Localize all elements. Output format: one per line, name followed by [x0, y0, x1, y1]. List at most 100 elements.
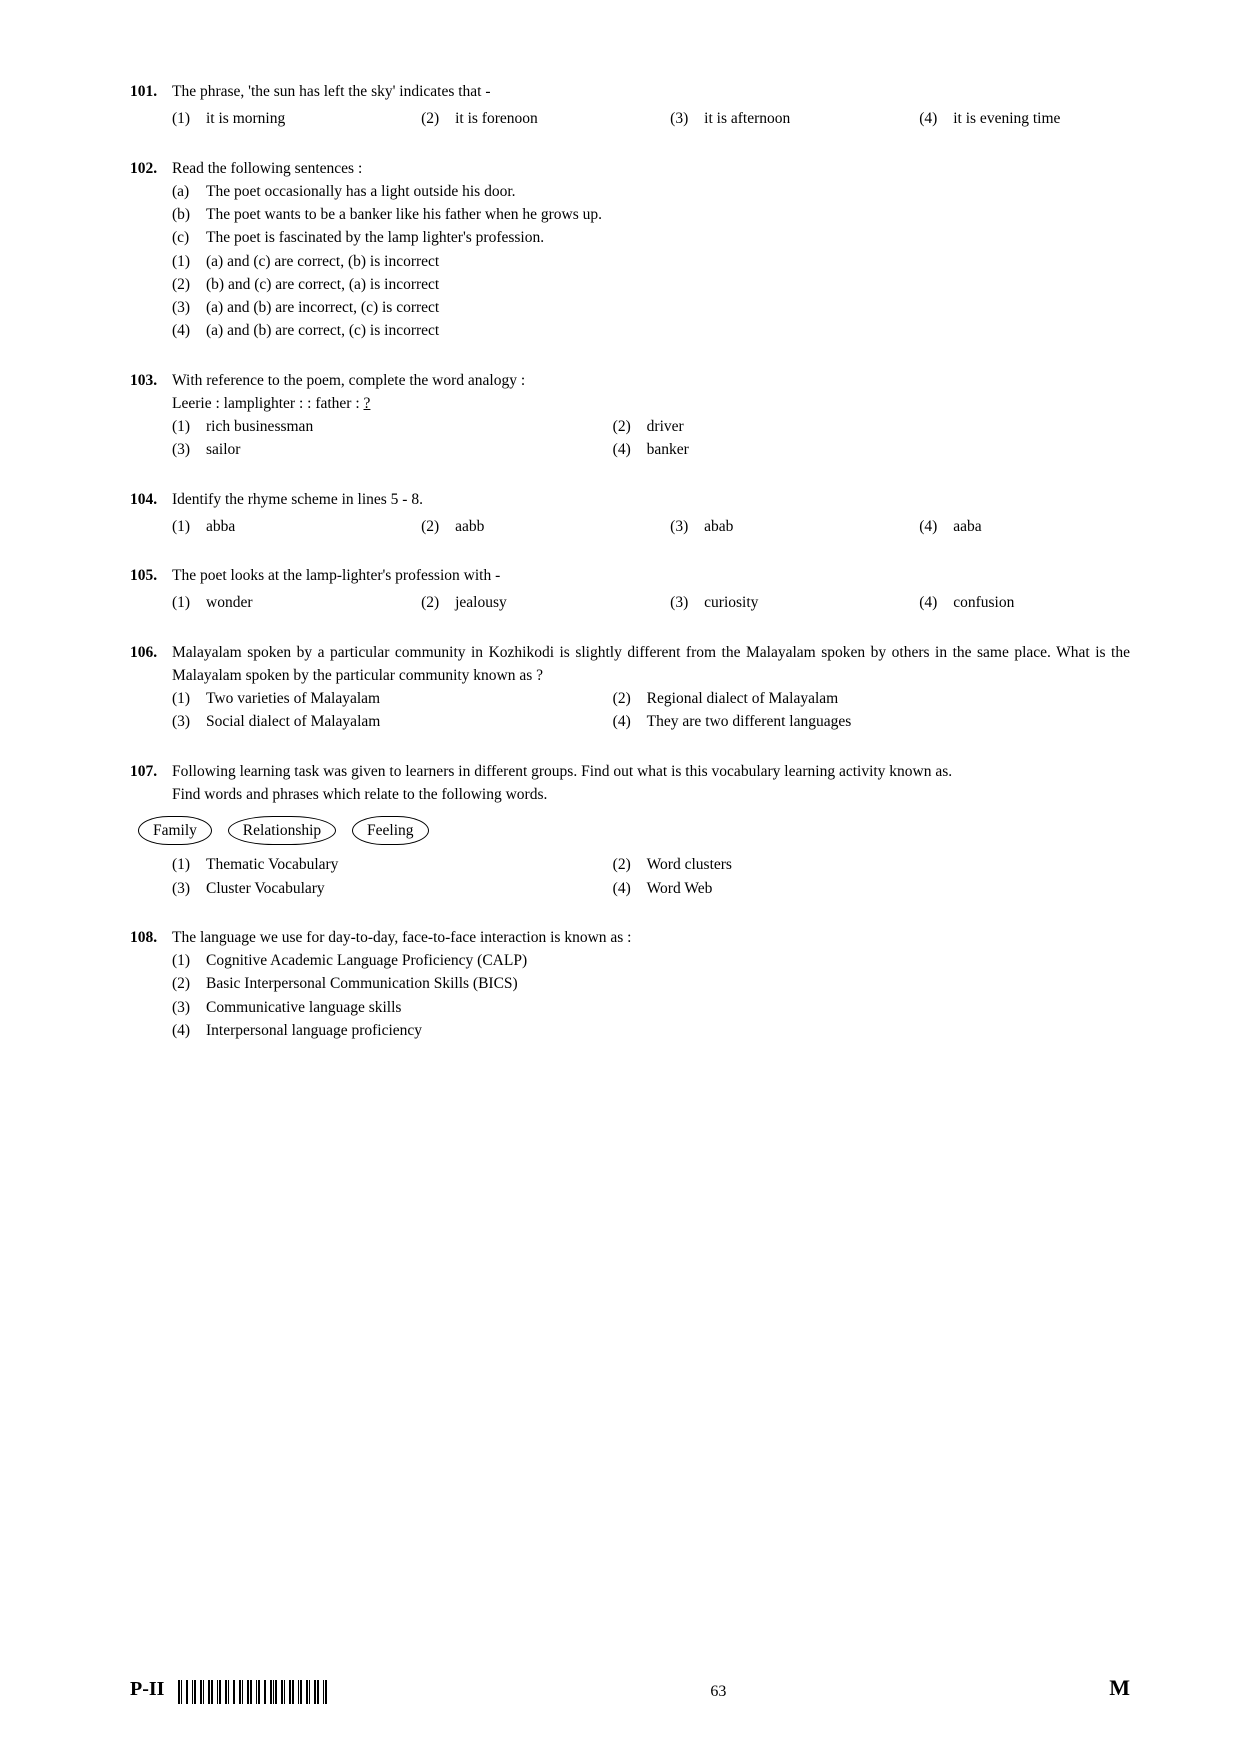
question-substem: Find words and phrases which relate to t…: [172, 783, 1130, 806]
option-label: (4): [613, 438, 647, 461]
option-text: Two varieties of Malayalam: [206, 687, 380, 710]
option-label: (4): [919, 591, 953, 614]
question-stem: The phrase, 'the sun has left the sky' i…: [172, 80, 1130, 103]
question-body: The language we use for day-to-day, face…: [172, 926, 1130, 1042]
option-label: (3): [172, 877, 206, 900]
question-107: 107. Following learning task was given t…: [130, 760, 1130, 900]
bubble-family: Family: [138, 816, 212, 845]
question-body: Identify the rhyme scheme in lines 5 - 8…: [172, 488, 1130, 539]
item-text: The poet is fascinated by the lamp light…: [206, 226, 544, 249]
question-104: 104. Identify the rhyme scheme in lines …: [130, 488, 1130, 539]
option-label: (1): [172, 591, 206, 614]
option-text: it is forenoon: [455, 107, 538, 130]
question-stem: Following learning task was given to lea…: [172, 760, 1130, 783]
option-text: it is afternoon: [704, 107, 790, 130]
option-text: it is morning: [206, 107, 285, 130]
barcode-icon: [178, 1680, 327, 1704]
footer-left-label: P-II: [130, 1674, 164, 1704]
option-label: (2): [421, 515, 455, 538]
question-body: Following learning task was given to lea…: [172, 760, 1130, 900]
option-label: (4): [172, 1019, 206, 1042]
option-text: confusion: [953, 591, 1014, 614]
option-text: sailor: [206, 438, 240, 461]
exam-page: 101. The phrase, 'the sun has left the s…: [0, 0, 1240, 1104]
option-text: Basic Interpersonal Communication Skills…: [206, 972, 518, 995]
option-text: wonder: [206, 591, 253, 614]
option-label: (4): [172, 319, 206, 342]
option-text: Social dialect of Malayalam: [206, 710, 380, 733]
option-text: rich businessman: [206, 415, 313, 438]
question-stem: Read the following sentences :: [172, 157, 1130, 180]
option-label: (3): [172, 996, 206, 1019]
options-row: (1)wonder (2)jealousy (3)curiosity (4)co…: [172, 591, 1130, 614]
option-label: (3): [172, 296, 206, 319]
option-label: (2): [421, 107, 455, 130]
question-body: The phrase, 'the sun has left the sky' i…: [172, 80, 1130, 131]
option-label: (4): [613, 877, 647, 900]
item-text: The poet occasionally has a light outsid…: [206, 180, 516, 203]
question-103: 103. With reference to the poem, complet…: [130, 369, 1130, 462]
option-text: abba: [206, 515, 235, 538]
page-number: 63: [710, 1680, 726, 1704]
question-stem: The poet looks at the lamp-lighter's pro…: [172, 564, 1130, 587]
option-text: driver: [647, 415, 684, 438]
question-stem: Identify the rhyme scheme in lines 5 - 8…: [172, 488, 1130, 511]
bubble-relationship: Relationship: [228, 816, 336, 845]
option-text: aabb: [455, 515, 484, 538]
option-label: (1): [172, 250, 206, 273]
option-text: Word Web: [647, 877, 713, 900]
item-label: (a): [172, 180, 206, 203]
option-text: Interpersonal language proficiency: [206, 1019, 422, 1042]
option-text: (b) and (c) are correct, (a) is incorrec…: [206, 273, 439, 296]
footer-left: P-II: [130, 1674, 327, 1704]
question-substem: Leerie : lamplighter : : father : ?: [172, 392, 1130, 415]
option-label: (2): [172, 972, 206, 995]
question-body: The poet looks at the lamp-lighter's pro…: [172, 564, 1130, 615]
option-label: (1): [172, 853, 206, 876]
question-105: 105. The poet looks at the lamp-lighter'…: [130, 564, 1130, 615]
question-stem: Malayalam spoken by a particular communi…: [172, 641, 1130, 688]
option-label: (3): [670, 515, 704, 538]
bubbles-row: Family Relationship Feeling: [138, 816, 1130, 845]
option-text: (a) and (b) are incorrect, (c) is correc…: [206, 296, 439, 319]
option-text: (a) and (c) are correct, (b) is incorrec…: [206, 250, 439, 273]
substem-prefix: Leerie : lamplighter : : father :: [172, 395, 364, 412]
question-number: 106.: [130, 641, 172, 734]
question-108: 108. The language we use for day-to-day,…: [130, 926, 1130, 1042]
option-text: Thematic Vocabulary: [206, 853, 338, 876]
option-label: (2): [421, 591, 455, 614]
question-body: With reference to the poem, complete the…: [172, 369, 1130, 462]
bubble-feeling: Feeling: [352, 816, 429, 845]
option-text: They are two different languages: [647, 710, 852, 733]
options-row: (1)it is morning (2)it is forenoon (3)it…: [172, 107, 1130, 130]
option-label: (1): [172, 107, 206, 130]
option-label: (2): [613, 687, 647, 710]
option-label: (2): [172, 273, 206, 296]
question-number: 104.: [130, 488, 172, 539]
page-footer: P-II 63 M: [130, 1671, 1130, 1704]
option-label: (1): [172, 515, 206, 538]
option-label: (3): [172, 710, 206, 733]
question-body: Malayalam spoken by a particular communi…: [172, 641, 1130, 734]
question-body: Read the following sentences : (a)The po…: [172, 157, 1130, 343]
footer-right-label: M: [1109, 1671, 1130, 1704]
option-label: (2): [613, 853, 647, 876]
option-text: Regional dialect of Malayalam: [647, 687, 839, 710]
option-label: (4): [919, 107, 953, 130]
question-number: 105.: [130, 564, 172, 615]
option-text: Cluster Vocabulary: [206, 877, 325, 900]
item-text: The poet wants to be a banker like his f…: [206, 203, 602, 226]
option-label: (3): [670, 107, 704, 130]
item-label: (c): [172, 226, 206, 249]
question-101: 101. The phrase, 'the sun has left the s…: [130, 80, 1130, 131]
option-text: Word clusters: [647, 853, 732, 876]
option-text: aaba: [953, 515, 981, 538]
option-label: (1): [172, 949, 206, 972]
option-label: (3): [172, 438, 206, 461]
question-number: 101.: [130, 80, 172, 131]
option-text: Communicative language skills: [206, 996, 401, 1019]
option-text: abab: [704, 515, 733, 538]
option-text: banker: [647, 438, 689, 461]
option-text: Cognitive Academic Language Proficiency …: [206, 949, 527, 972]
option-text: (a) and (b) are correct, (c) is incorrec…: [206, 319, 439, 342]
